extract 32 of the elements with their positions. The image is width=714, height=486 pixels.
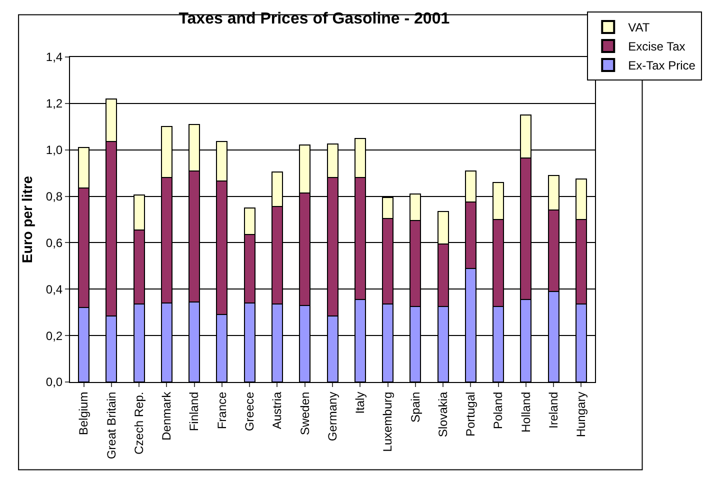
y-tick-label: 1,2 [46, 96, 63, 111]
x-tick-label: Luxemburg [380, 392, 395, 452]
x-tick-label: Sweden [298, 392, 312, 436]
x-tick-label: Italy [353, 392, 368, 414]
x-tick-label: Great Britain [104, 392, 118, 460]
y-tick-label: 1,4 [46, 50, 63, 64]
x-tick-label: Slovakia [436, 391, 450, 438]
y-tick-label: 0,0 [46, 375, 63, 390]
x-tick-label: France [214, 391, 229, 430]
x-tick-label: Greece [242, 391, 257, 432]
x-tick-label: Spain [408, 392, 422, 423]
y-tick-label: 0,8 [46, 189, 63, 204]
x-tick-label: Czech Rep. [132, 392, 146, 455]
x-tick-label: Denmark [160, 390, 174, 440]
y-tick-label: 0,4 [46, 282, 63, 296]
x-tick-label: Finland [187, 392, 202, 432]
chart-title: Taxes and Prices of Gasoline - 2001 [178, 10, 450, 28]
x-tick-label: Ireland [546, 392, 560, 429]
x-tick-label: Germany [325, 392, 340, 442]
x-tick-label: Poland [491, 392, 506, 430]
x-tick-label: Hungary [574, 392, 588, 438]
x-tick-label: Portugal [464, 392, 478, 437]
x-tick-label: Holland [518, 392, 533, 433]
y-tick-label: 0,2 [46, 328, 63, 343]
y-tick-label: 1,0 [46, 143, 63, 158]
legend-label: Excise Tax [628, 40, 686, 54]
x-tick-label: Belgium [76, 392, 91, 436]
legend-label: VAT [628, 20, 650, 35]
y-axis-title: Euro per litre [19, 176, 35, 264]
y-tick-label: 0,6 [46, 236, 63, 250]
legend-label: Ex-Tax Price [628, 58, 696, 73]
x-tick-label: Austria [270, 391, 284, 430]
